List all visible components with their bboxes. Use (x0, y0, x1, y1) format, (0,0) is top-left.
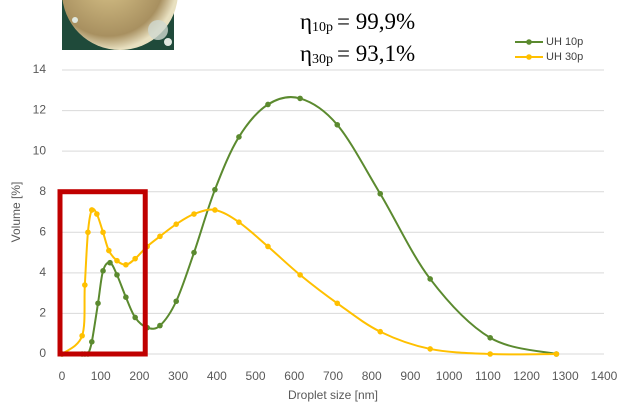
y-tick-label: 2 (39, 306, 46, 320)
y-tick-label: 10 (33, 143, 47, 157)
point (236, 134, 242, 140)
photo (62, 0, 178, 50)
point (236, 219, 242, 225)
point (106, 247, 112, 254)
point (79, 332, 85, 339)
y-axis-label: Volume [%] (9, 182, 23, 243)
point (191, 249, 197, 256)
point (85, 229, 91, 236)
point (487, 351, 493, 357)
annotation-symbol: η (300, 9, 312, 34)
annotation-text: = 99,9% (337, 9, 415, 34)
x-tick-label: 1300 (552, 369, 579, 383)
point (89, 207, 95, 213)
legend-label: UH 10p (546, 36, 583, 48)
point (173, 221, 180, 227)
point (107, 259, 113, 266)
point (487, 334, 493, 341)
annotation: η30p = 93,1% (300, 41, 415, 67)
point (94, 211, 100, 217)
point (132, 314, 138, 321)
point (427, 346, 433, 352)
x-tick-label: 1100 (475, 369, 501, 383)
annotation: η10p = 99,9% (300, 9, 415, 35)
x-tick-label: 400 (207, 369, 227, 383)
x-tick-label: 500 (246, 369, 266, 383)
point (427, 276, 433, 282)
point (212, 207, 218, 213)
annotation-subscript: 30p (312, 52, 333, 67)
x-tick-label: 200 (129, 369, 149, 383)
point (297, 95, 303, 102)
point (114, 257, 120, 264)
x-tick-label: 300 (168, 369, 188, 383)
point (95, 300, 101, 307)
point (89, 339, 95, 345)
point (123, 261, 129, 268)
point (132, 255, 138, 262)
x-tick-label: 600 (284, 369, 304, 383)
point (334, 121, 341, 128)
x-tick-label: 0 (59, 369, 66, 383)
legend-marker (526, 39, 532, 45)
x-tick-label: 700 (323, 369, 343, 383)
x-tick-label: 900 (400, 369, 420, 383)
legend-marker (526, 54, 532, 60)
x-tick-label: 100 (91, 369, 111, 383)
point (114, 272, 120, 278)
point (377, 328, 384, 335)
point (297, 272, 303, 278)
x-tick-label: 1400 (591, 369, 618, 383)
point (173, 298, 180, 305)
point (553, 351, 560, 357)
y-tick-label: 0 (39, 346, 46, 360)
point (100, 268, 106, 274)
annotation-symbol: η (300, 41, 312, 66)
y-tick-label: 14 (33, 62, 47, 76)
point (157, 322, 163, 329)
point (334, 300, 341, 307)
point (212, 186, 218, 193)
point (82, 282, 88, 288)
x-tick-label: 1000 (436, 369, 463, 383)
point (265, 243, 271, 250)
y-tick-label: 4 (39, 265, 46, 279)
point (157, 233, 163, 240)
x-tick-label: 800 (362, 369, 382, 383)
highlight-box (57, 189, 148, 357)
y-tick-label: 8 (39, 184, 46, 198)
point (123, 294, 129, 301)
annotation-text: = 93,1% (337, 41, 415, 66)
point (191, 211, 197, 217)
point (100, 229, 106, 236)
x-axis-label: Droplet size [nm] (288, 388, 378, 402)
y-tick-label: 12 (33, 103, 47, 117)
annotation-subscript: 10p (312, 20, 333, 35)
y-tick-label: 6 (39, 224, 46, 238)
point (377, 190, 384, 197)
x-tick-label: 1200 (513, 369, 540, 383)
point (265, 101, 271, 108)
legend-label: UH 30p (546, 51, 583, 63)
